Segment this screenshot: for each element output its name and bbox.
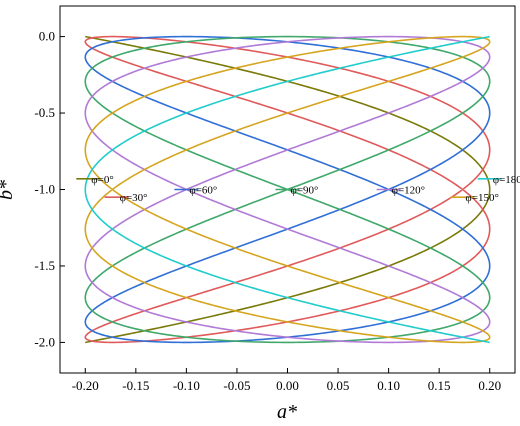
series-layer [84, 35, 491, 344]
x-tick-label: 0.00 [276, 378, 299, 393]
x-tick-label: -0.20 [72, 378, 99, 393]
series-label-2: φ=60° [189, 185, 217, 197]
series-label-1: φ=30° [120, 192, 148, 204]
series-label-6: φ=180° [493, 174, 520, 186]
y-tick-label: 0.0 [39, 29, 55, 44]
x-tick-label: 0.20 [478, 378, 501, 393]
series-label-3: φ=90° [291, 185, 319, 197]
y-axis-label: b* [0, 180, 17, 200]
series-line-6 [84, 35, 490, 344]
series-label-4: φ=120° [392, 185, 425, 197]
y-tick-label: -1.0 [34, 182, 55, 197]
x-tick-label: 0.05 [327, 378, 350, 393]
y-tick-label: -1.5 [34, 258, 55, 273]
x-tick-label: 0.10 [377, 378, 400, 393]
x-axis-label: a* [277, 401, 297, 423]
y-tick-label: -2.0 [34, 334, 55, 349]
x-tick-label: 0.15 [428, 378, 451, 393]
x-axis-ticks: -0.20 -0.15 -0.10 -0.05 0.00 0.05 0.10 0.15 0.20 [72, 368, 501, 393]
x-tick-label: -0.10 [173, 378, 200, 393]
series-line-5 [84, 35, 491, 344]
y-tick-label: -0.5 [34, 105, 55, 120]
series-line-4 [84, 35, 491, 344]
series-labels-layer: φ=0° φ=30° φ=60° φ=90° φ=120° φ=150° φ=180° [76, 174, 520, 204]
series-label-0: φ=0° [91, 174, 113, 186]
series-label-5: φ=150° [465, 192, 498, 204]
x-tick-label: -0.15 [122, 378, 149, 393]
y-axis-ticks: 0.0 -0.5 -1.0 -1.5 -2.0 [34, 29, 65, 349]
x-tick-label: -0.05 [223, 378, 250, 393]
